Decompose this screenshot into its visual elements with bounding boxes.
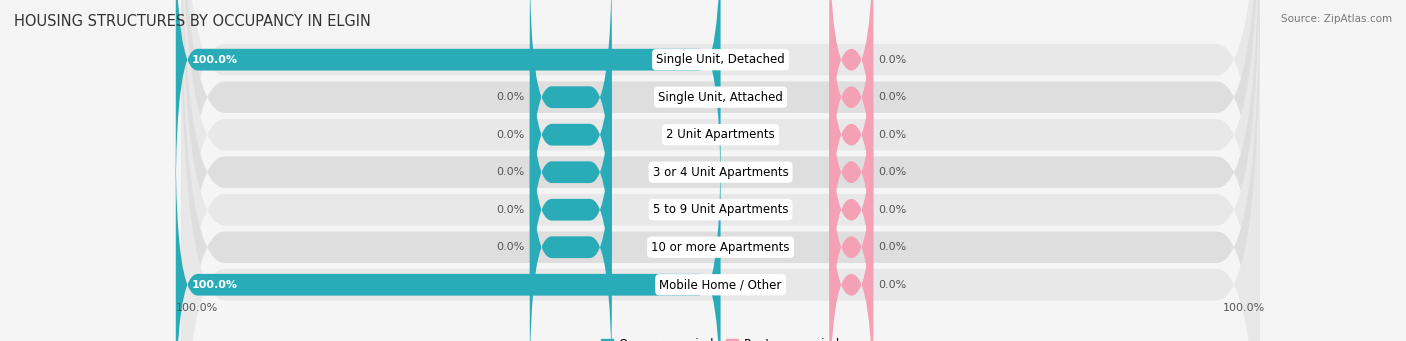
FancyBboxPatch shape — [181, 0, 1260, 341]
Text: 100.0%: 100.0% — [193, 280, 238, 290]
FancyBboxPatch shape — [181, 0, 1260, 341]
Text: 0.0%: 0.0% — [879, 205, 907, 215]
FancyBboxPatch shape — [181, 0, 1260, 341]
Text: 0.0%: 0.0% — [496, 167, 524, 177]
Text: 100.0%: 100.0% — [1223, 303, 1265, 313]
Text: 3 or 4 Unit Apartments: 3 or 4 Unit Apartments — [652, 166, 789, 179]
Text: 5 to 9 Unit Apartments: 5 to 9 Unit Apartments — [652, 203, 789, 216]
Text: 0.0%: 0.0% — [879, 92, 907, 102]
Text: Single Unit, Detached: Single Unit, Detached — [657, 53, 785, 66]
FancyBboxPatch shape — [176, 0, 721, 199]
FancyBboxPatch shape — [181, 0, 1260, 341]
FancyBboxPatch shape — [830, 146, 873, 341]
FancyBboxPatch shape — [530, 33, 612, 311]
Text: 0.0%: 0.0% — [496, 205, 524, 215]
Text: Single Unit, Attached: Single Unit, Attached — [658, 91, 783, 104]
FancyBboxPatch shape — [530, 71, 612, 341]
Text: 0.0%: 0.0% — [879, 130, 907, 140]
Text: 100.0%: 100.0% — [193, 55, 238, 65]
Text: Mobile Home / Other: Mobile Home / Other — [659, 278, 782, 291]
FancyBboxPatch shape — [830, 0, 873, 199]
Text: 0.0%: 0.0% — [496, 130, 524, 140]
Legend: Owner-occupied, Renter-occupied: Owner-occupied, Renter-occupied — [596, 333, 845, 341]
FancyBboxPatch shape — [830, 0, 873, 236]
FancyBboxPatch shape — [830, 71, 873, 341]
Text: 0.0%: 0.0% — [879, 55, 907, 65]
Text: Source: ZipAtlas.com: Source: ZipAtlas.com — [1281, 14, 1392, 24]
FancyBboxPatch shape — [530, 108, 612, 341]
FancyBboxPatch shape — [181, 0, 1260, 341]
Text: 0.0%: 0.0% — [879, 242, 907, 252]
Text: 2 Unit Apartments: 2 Unit Apartments — [666, 128, 775, 141]
FancyBboxPatch shape — [530, 0, 612, 236]
Text: 100.0%: 100.0% — [176, 303, 218, 313]
FancyBboxPatch shape — [830, 33, 873, 311]
FancyBboxPatch shape — [181, 0, 1260, 341]
Text: 0.0%: 0.0% — [496, 242, 524, 252]
FancyBboxPatch shape — [181, 0, 1260, 341]
FancyBboxPatch shape — [176, 146, 721, 341]
FancyBboxPatch shape — [830, 0, 873, 274]
Text: 0.0%: 0.0% — [879, 280, 907, 290]
FancyBboxPatch shape — [530, 0, 612, 274]
Text: HOUSING STRUCTURES BY OCCUPANCY IN ELGIN: HOUSING STRUCTURES BY OCCUPANCY IN ELGIN — [14, 14, 371, 29]
Text: 0.0%: 0.0% — [879, 167, 907, 177]
Text: 10 or more Apartments: 10 or more Apartments — [651, 241, 790, 254]
Text: 0.0%: 0.0% — [496, 92, 524, 102]
FancyBboxPatch shape — [830, 108, 873, 341]
